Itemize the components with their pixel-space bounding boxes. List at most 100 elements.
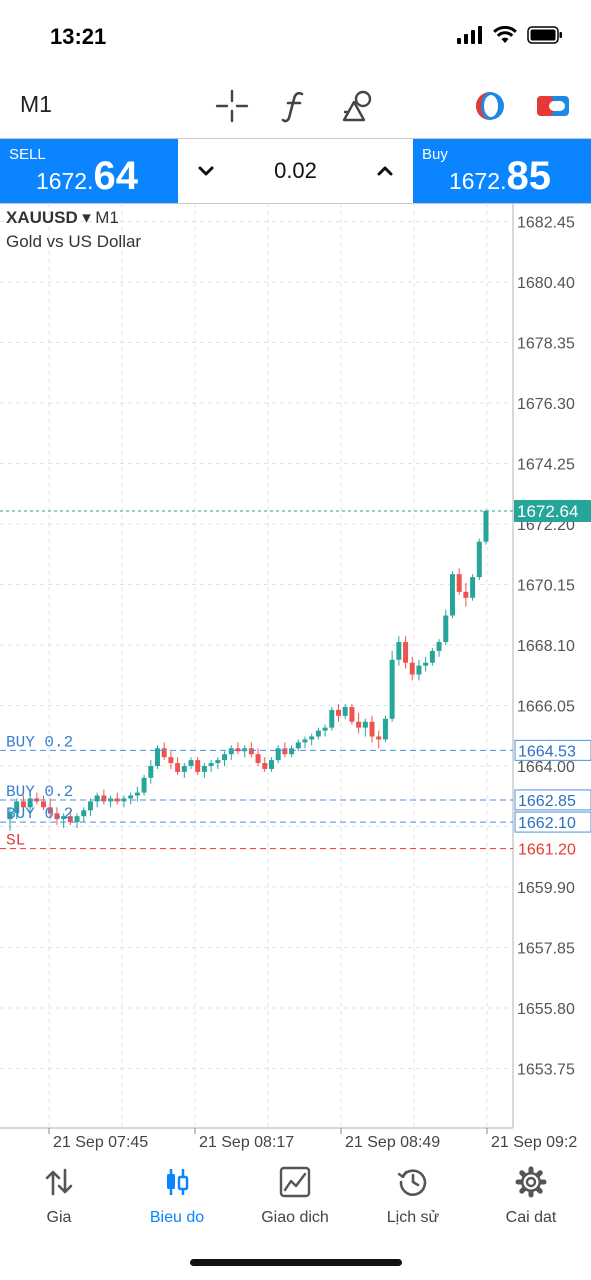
sell-button[interactable]: SELL 1672.64 (0, 139, 178, 203)
candle-up (429, 650, 435, 663)
history-clock-icon (397, 1169, 427, 1196)
order-price-label: 1664.53 (518, 743, 576, 760)
candle-down (235, 748, 241, 752)
y-tick-label: 1657.85 (517, 941, 575, 958)
signal-icon (457, 26, 482, 44)
bottom-tab-bar: Gia Bieu do Giao dich Lịch sử (0, 1158, 591, 1240)
buy-button[interactable]: Buy 1672.85 (413, 139, 591, 203)
crosshair-icon[interactable] (214, 88, 250, 124)
candle-down (369, 721, 375, 737)
candle-up (289, 748, 295, 755)
candle-up (389, 659, 395, 719)
volume-value[interactable]: 0.02 (274, 158, 317, 183)
candle-up (295, 742, 301, 749)
order-price-label: 1662.85 (518, 793, 576, 810)
chart-canvas[interactable]: 1682.45 1680.40 1678.35 1676.30 1674.25 1672.… (0, 203, 591, 1158)
status-icons (457, 26, 563, 44)
candle-up (443, 615, 449, 643)
indicators-icon[interactable] (276, 88, 312, 124)
candle-up (302, 739, 308, 743)
candle-down (101, 795, 107, 802)
candle-down (409, 662, 415, 675)
trade-chart-icon (279, 1166, 311, 1198)
price-arrows-icon (45, 1168, 73, 1196)
y-tick-label: 1670.15 (517, 578, 575, 595)
price-chart[interactable]: 1682.45 1680.40 1678.35 1676.30 1674.25 1672.… (0, 203, 591, 1158)
candle-up (483, 511, 489, 542)
candle-up (242, 748, 248, 752)
order-label: BUY 0.2 (6, 783, 73, 801)
y-tick-label: 1653.75 (517, 1062, 575, 1079)
candle-up (148, 766, 154, 778)
candle-up (222, 754, 228, 761)
tab-history[interactable]: Lịch sử (354, 1158, 472, 1240)
x-tick-label: 21 Sep 08:17 (199, 1134, 294, 1151)
y-tick-label: 1682.45 (517, 215, 575, 232)
trade-panel-icon[interactable] (535, 88, 571, 124)
y-tick-label: 1674.25 (517, 457, 575, 474)
home-indicator (190, 1259, 402, 1266)
one-click-trading-icon[interactable] (472, 88, 508, 124)
y-tick-label: 1666.05 (517, 699, 575, 716)
candle-down (34, 798, 40, 802)
tab-trade[interactable]: Giao dich (236, 1158, 354, 1240)
chevron-up-icon[interactable] (373, 159, 397, 183)
candle-up (329, 709, 335, 728)
candle-down (161, 748, 167, 758)
tab-chart-label: Bieu do (149, 1209, 205, 1226)
candle-up (14, 801, 20, 814)
y-tick-label: 1668.10 (517, 638, 575, 655)
volume-control: 0.02 (178, 139, 413, 203)
tab-chart[interactable]: Bieu do (118, 1158, 236, 1240)
candle-up (309, 736, 315, 740)
timeframe-button[interactable]: M1 (20, 91, 52, 117)
tab-quotes[interactable]: Gia (0, 1158, 118, 1240)
one-click-trade-bar: SELL 1672.64 0.02 Buy 1672.85 (0, 138, 591, 204)
candle-up (7, 813, 13, 820)
candle-up (382, 718, 388, 740)
tab-quotes-label: Gia (46, 1209, 72, 1226)
candle-down (282, 748, 288, 755)
chart-toolbar: M1 (0, 74, 591, 138)
x-tick-label: 21 Sep 09:2 (491, 1134, 577, 1151)
candle-up (81, 810, 87, 817)
candle-up (208, 763, 214, 766)
status-bar: 13:21 (0, 0, 591, 74)
candle-up (423, 662, 429, 666)
chart-period: M1 (95, 208, 119, 227)
candle-up (87, 801, 93, 811)
status-time: 13:21 (50, 24, 107, 49)
y-tick-label: 1680.40 (517, 275, 575, 292)
candle-down (456, 574, 462, 592)
candle-up (342, 706, 348, 716)
candle-up (396, 642, 402, 660)
tab-history-label: Lịch sử (386, 1209, 440, 1226)
y-tick-label: 1664.00 (517, 759, 575, 776)
tab-trade-label: Giao dich (261, 1209, 329, 1226)
objects-icon[interactable] (340, 88, 376, 124)
tab-settings[interactable]: Cai dat (472, 1158, 590, 1240)
candle-up (74, 816, 80, 823)
order-price-tag (514, 739, 591, 761)
symbol-description: Gold vs US Dollar (6, 232, 142, 251)
buy-label: Buy (422, 146, 448, 163)
candle-up (275, 748, 281, 761)
chart-symbol[interactable]: XAUUSD (6, 208, 78, 227)
order-label: BUY 0.2 (6, 733, 73, 751)
candlestick-icon (167, 1169, 189, 1195)
candle-up (362, 721, 368, 728)
buy-price: 1672.85 (448, 154, 551, 198)
candle-down (54, 813, 60, 820)
candle-down (168, 757, 174, 764)
candle-up (215, 760, 221, 764)
candle-down (20, 801, 26, 808)
stop-loss-price-label: 1661.20 (518, 842, 576, 859)
candle-up (315, 730, 321, 737)
candle-down (349, 706, 355, 722)
order-price-label: 1662.10 (518, 815, 576, 832)
bid-price-label: 1672.64 (517, 502, 578, 521)
order-price-tag (514, 789, 591, 811)
symbol-dropdown-arrow[interactable]: ▾ (82, 208, 91, 227)
chevron-down-icon[interactable] (194, 159, 218, 183)
order-label: BUY 0.2 (6, 805, 73, 823)
